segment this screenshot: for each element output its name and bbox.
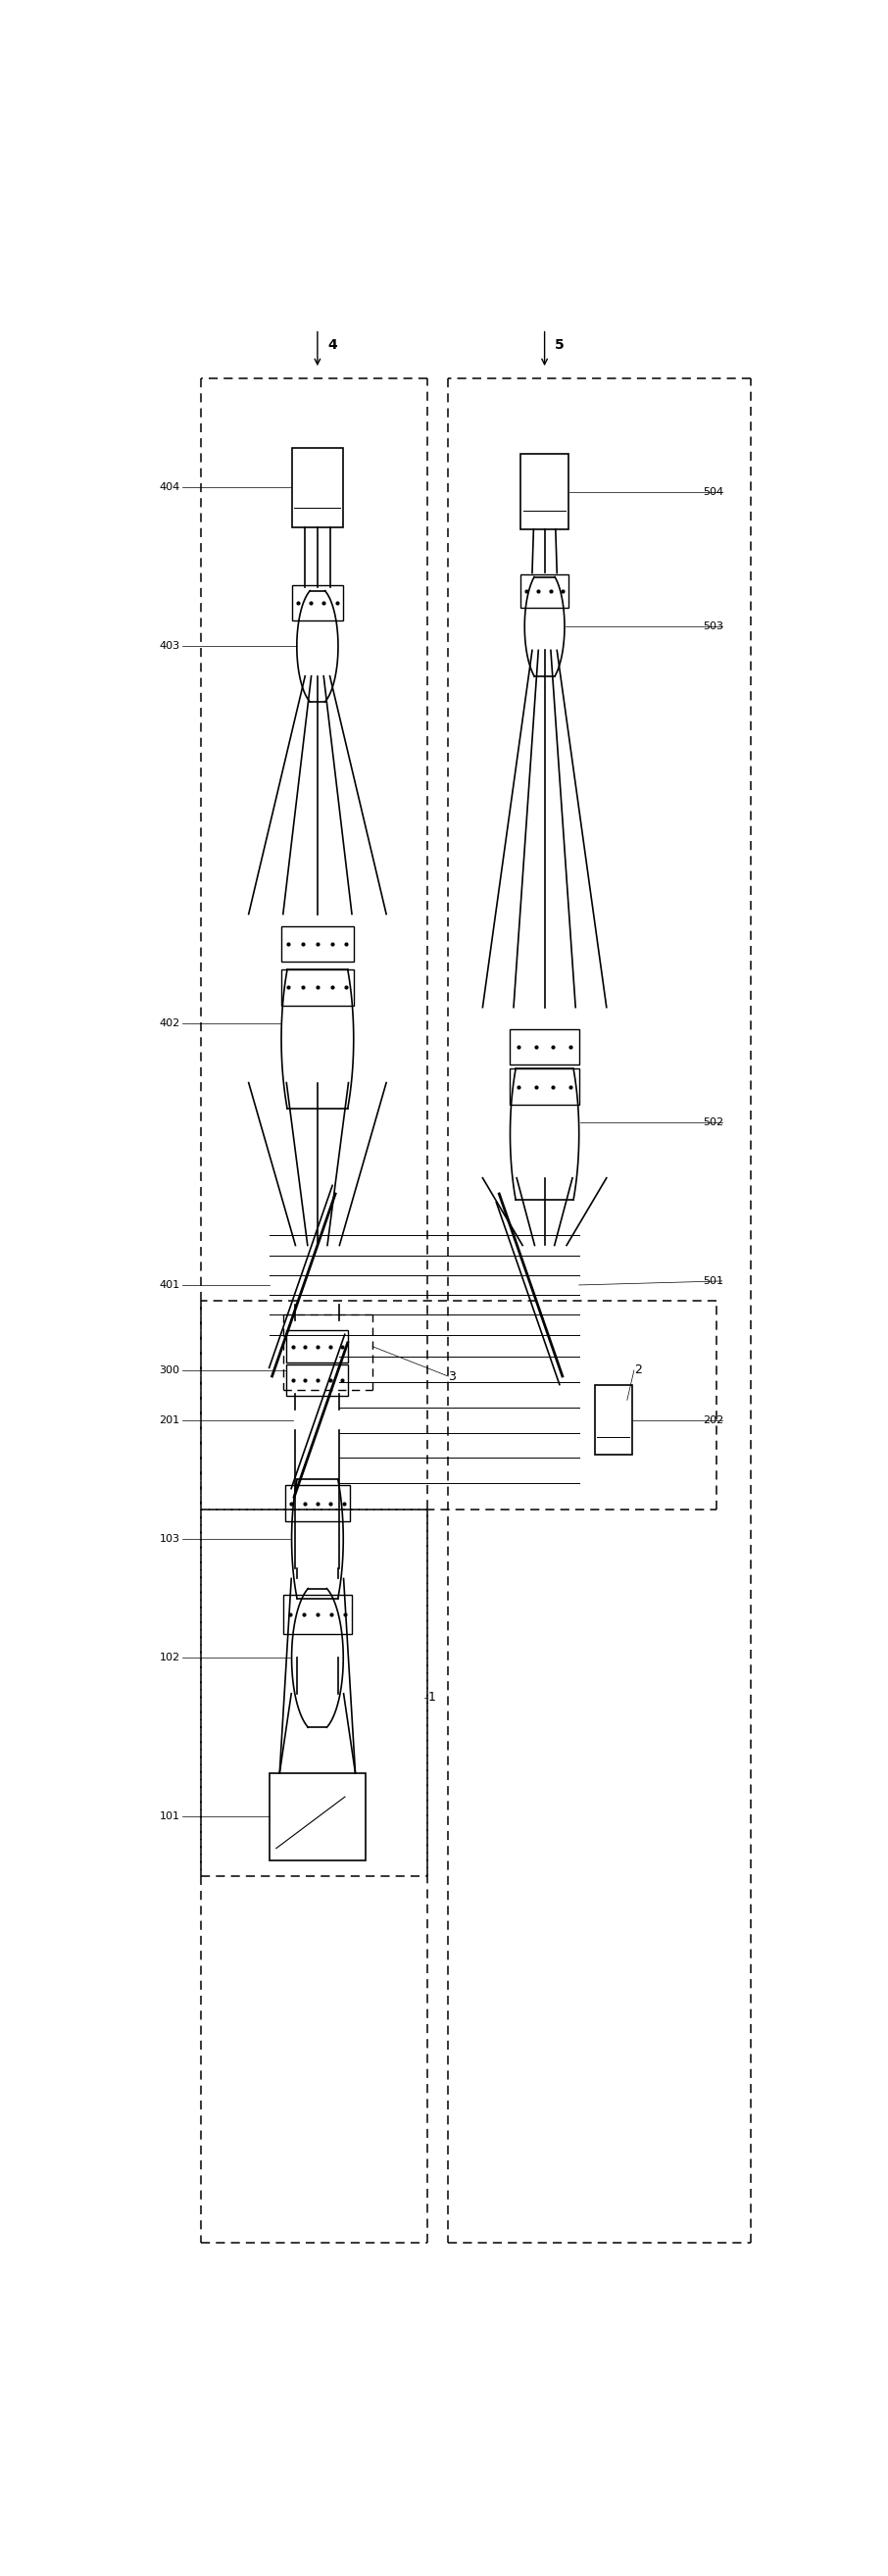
Bar <box>285 1486 350 1520</box>
Text: 401: 401 <box>159 1280 179 1291</box>
Text: 103: 103 <box>159 1533 179 1543</box>
Bar <box>281 969 353 1005</box>
Text: 501: 501 <box>703 1275 724 1285</box>
Text: 201: 201 <box>159 1414 179 1425</box>
Text: 502: 502 <box>702 1118 724 1128</box>
Bar <box>291 585 344 621</box>
Text: 4: 4 <box>328 337 337 353</box>
Bar <box>520 453 568 528</box>
Bar <box>269 1772 366 1860</box>
Text: 2: 2 <box>634 1363 642 1376</box>
Text: 503: 503 <box>703 621 724 631</box>
Text: 300: 300 <box>159 1365 179 1376</box>
Bar <box>287 1365 348 1396</box>
Bar <box>520 574 568 608</box>
Text: 102: 102 <box>159 1654 179 1664</box>
Bar <box>283 1595 352 1633</box>
Text: 403: 403 <box>159 641 179 652</box>
Bar <box>510 1030 579 1064</box>
Text: 1: 1 <box>428 1692 435 1703</box>
Text: 202: 202 <box>702 1414 724 1425</box>
Bar <box>291 448 344 528</box>
Bar <box>510 1069 579 1105</box>
Text: 504: 504 <box>702 487 724 497</box>
Text: 101: 101 <box>159 1811 179 1821</box>
Bar <box>287 1332 348 1363</box>
Bar <box>281 925 353 961</box>
Bar <box>594 1386 632 1455</box>
Text: 402: 402 <box>159 1018 179 1028</box>
Text: 3: 3 <box>448 1370 456 1383</box>
Text: 5: 5 <box>555 337 565 353</box>
Text: 404: 404 <box>159 482 179 492</box>
